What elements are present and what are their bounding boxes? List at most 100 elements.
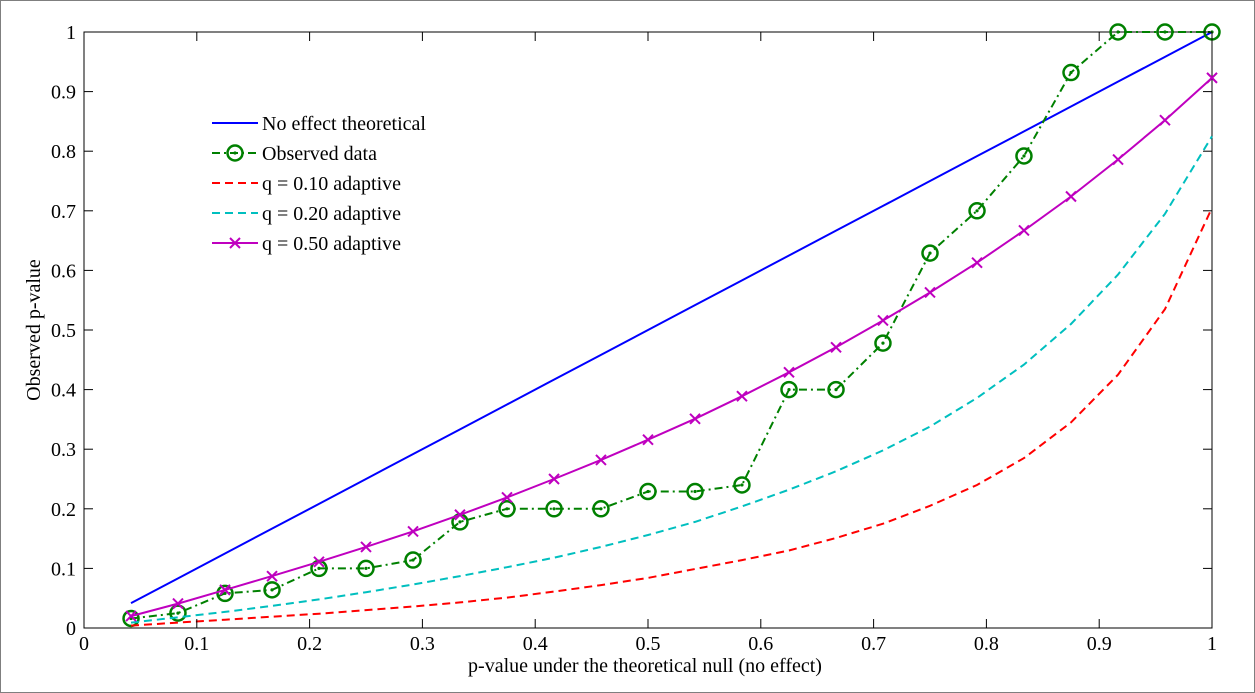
data-point-dot bbox=[646, 489, 650, 494]
y-tick-label: 0.8 bbox=[51, 141, 76, 163]
x-tick-label: 0 bbox=[79, 633, 89, 655]
data-point-dot bbox=[364, 566, 368, 571]
data-point-dot bbox=[787, 388, 791, 392]
data-point-dot bbox=[552, 507, 556, 511]
series-no-effect-theoretical bbox=[130, 31, 1213, 604]
data-point bbox=[498, 500, 516, 518]
series-line bbox=[130, 207, 1213, 627]
data-point-dot bbox=[223, 591, 227, 596]
x-tick-label: 0.8 bbox=[974, 633, 999, 655]
data-point bbox=[780, 380, 798, 399]
data-point bbox=[736, 390, 748, 402]
y-tick-label: 0.7 bbox=[51, 201, 76, 223]
series-line bbox=[130, 77, 1213, 618]
data-point bbox=[686, 482, 704, 501]
x-tick-label: 0.5 bbox=[636, 633, 661, 655]
data-point bbox=[733, 476, 751, 494]
y-tick-label: 0 bbox=[66, 618, 76, 640]
data-point-dot bbox=[1163, 30, 1167, 34]
tick-layer: 0 0.1 0.2 0.3 0.4 0.5 0.6 0.7 0.8 0.9 1 0 0.1 0.2 0.3 0… bbox=[51, 22, 1217, 655]
y-axis-label: Observed p-value bbox=[23, 259, 45, 401]
legend-marker-dot bbox=[233, 151, 237, 155]
legend-label: No effect theoretical bbox=[262, 113, 426, 135]
series-line bbox=[130, 31, 1213, 604]
data-point bbox=[1062, 63, 1080, 82]
data-point bbox=[1109, 23, 1127, 41]
y-tick-label: 0.1 bbox=[51, 558, 76, 580]
data-point bbox=[924, 286, 936, 299]
data-point bbox=[548, 473, 560, 485]
data-point bbox=[1159, 114, 1171, 126]
series-q-0-20-adaptive bbox=[130, 135, 1213, 624]
data-point-dot bbox=[740, 483, 744, 487]
data-point bbox=[1156, 23, 1174, 41]
data-point bbox=[125, 610, 137, 622]
data-point bbox=[874, 334, 892, 352]
data-point-dot bbox=[317, 566, 321, 571]
data-point bbox=[266, 570, 278, 582]
data-point bbox=[783, 366, 795, 379]
data-point-dot bbox=[834, 388, 838, 392]
data-point-dot bbox=[693, 489, 697, 494]
x-tick-label: 0.4 bbox=[523, 633, 548, 655]
data-point-dot bbox=[505, 507, 509, 511]
y-tick-label: 0.6 bbox=[51, 260, 76, 282]
series-observed-data bbox=[122, 23, 1221, 628]
data-point-dot bbox=[928, 251, 932, 255]
data-point bbox=[921, 244, 939, 262]
x-tick-label: 0.2 bbox=[297, 633, 322, 655]
legend-label: q = 0.20 adaptive bbox=[262, 203, 401, 225]
data-point bbox=[968, 202, 986, 220]
y-tick-label: 0.2 bbox=[51, 499, 76, 521]
legend-marker bbox=[226, 144, 244, 162]
series-q-0-50-adaptive bbox=[125, 72, 1218, 622]
y-tick-label: 1 bbox=[66, 22, 76, 44]
data-point bbox=[595, 454, 607, 466]
series-line bbox=[130, 135, 1213, 624]
data-point-dot bbox=[975, 209, 979, 213]
data-point bbox=[219, 584, 231, 596]
data-point bbox=[1206, 72, 1218, 84]
data-point-dot bbox=[176, 611, 180, 615]
legend-label: Observed data bbox=[262, 143, 377, 165]
data-point bbox=[169, 604, 187, 622]
data-point-dot bbox=[458, 520, 462, 524]
data-point bbox=[1018, 224, 1030, 237]
data-point-dot bbox=[1069, 70, 1073, 75]
data-point bbox=[830, 341, 842, 353]
data-point-dot bbox=[599, 507, 603, 511]
data-point bbox=[642, 433, 654, 446]
data-point bbox=[313, 556, 325, 568]
data-point bbox=[1065, 190, 1077, 203]
data-point-dot bbox=[411, 558, 415, 562]
data-point bbox=[1015, 147, 1033, 165]
legend-item: q = 0.50 adaptive bbox=[212, 233, 401, 255]
y-tick-label: 0.3 bbox=[51, 439, 76, 461]
legend-item: q = 0.20 adaptive bbox=[212, 203, 401, 225]
series-layer bbox=[122, 23, 1221, 628]
data-point bbox=[689, 413, 701, 425]
data-point bbox=[407, 525, 419, 538]
data-point bbox=[545, 500, 563, 518]
data-point bbox=[172, 597, 184, 610]
x-tick-label: 0.7 bbox=[861, 633, 886, 655]
data-point bbox=[263, 581, 281, 599]
data-point bbox=[827, 380, 845, 399]
x-tick-label: 0.1 bbox=[184, 633, 209, 655]
data-point-dot bbox=[1116, 30, 1120, 34]
data-point-dot bbox=[1022, 154, 1026, 158]
data-point bbox=[639, 482, 657, 501]
data-point bbox=[404, 551, 422, 569]
data-point-dot bbox=[270, 588, 274, 592]
x-tick-label: 0.6 bbox=[748, 633, 773, 655]
legend-item: q = 0.10 adaptive bbox=[212, 173, 401, 195]
legend-label: q = 0.50 adaptive bbox=[262, 233, 401, 255]
series-q-0-10-adaptive bbox=[130, 207, 1213, 627]
legend-item: No effect theoretical bbox=[212, 113, 426, 135]
y-tick-label: 0.9 bbox=[51, 82, 76, 104]
data-point-dot bbox=[881, 341, 885, 345]
data-point bbox=[971, 256, 983, 269]
legend-label: q = 0.10 adaptive bbox=[262, 173, 401, 195]
data-point bbox=[877, 314, 889, 327]
